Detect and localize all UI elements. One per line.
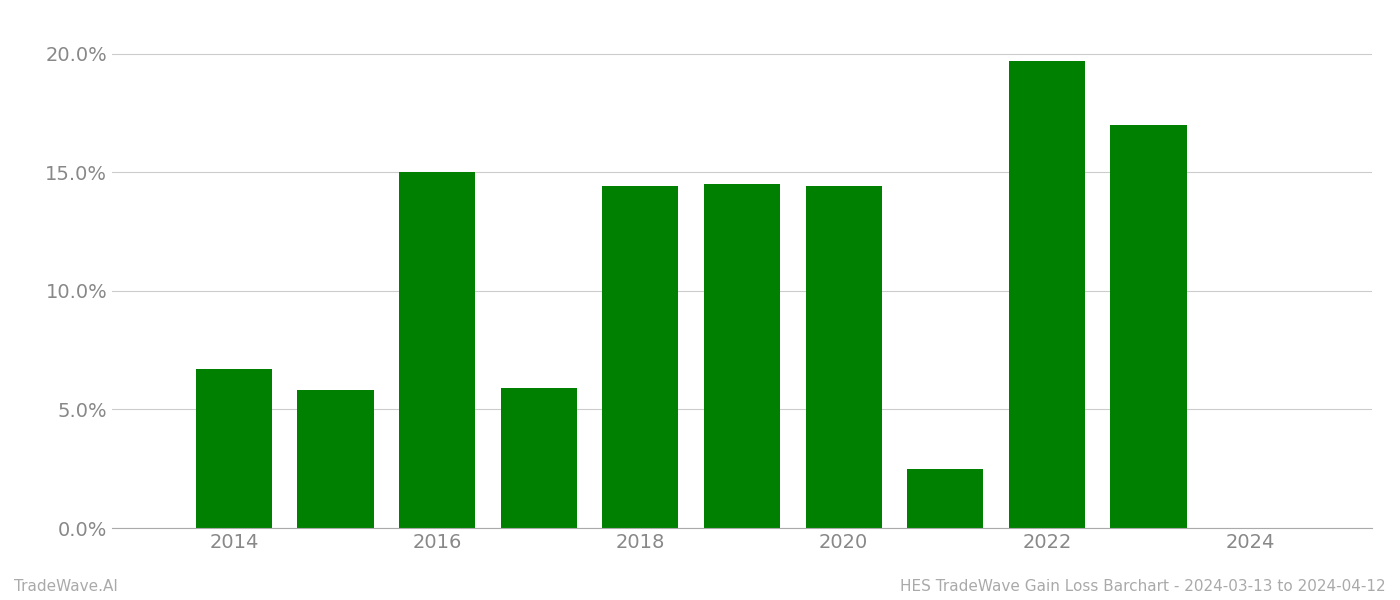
Bar bbox=[602, 187, 679, 528]
Bar bbox=[805, 187, 882, 528]
Bar bbox=[1110, 125, 1187, 528]
Bar bbox=[501, 388, 577, 528]
Bar bbox=[907, 469, 983, 528]
Bar bbox=[1009, 61, 1085, 528]
Bar bbox=[196, 369, 272, 528]
Text: HES TradeWave Gain Loss Barchart - 2024-03-13 to 2024-04-12: HES TradeWave Gain Loss Barchart - 2024-… bbox=[900, 579, 1386, 594]
Bar bbox=[399, 172, 475, 528]
Bar bbox=[704, 184, 780, 528]
Bar bbox=[297, 391, 374, 528]
Text: TradeWave.AI: TradeWave.AI bbox=[14, 579, 118, 594]
